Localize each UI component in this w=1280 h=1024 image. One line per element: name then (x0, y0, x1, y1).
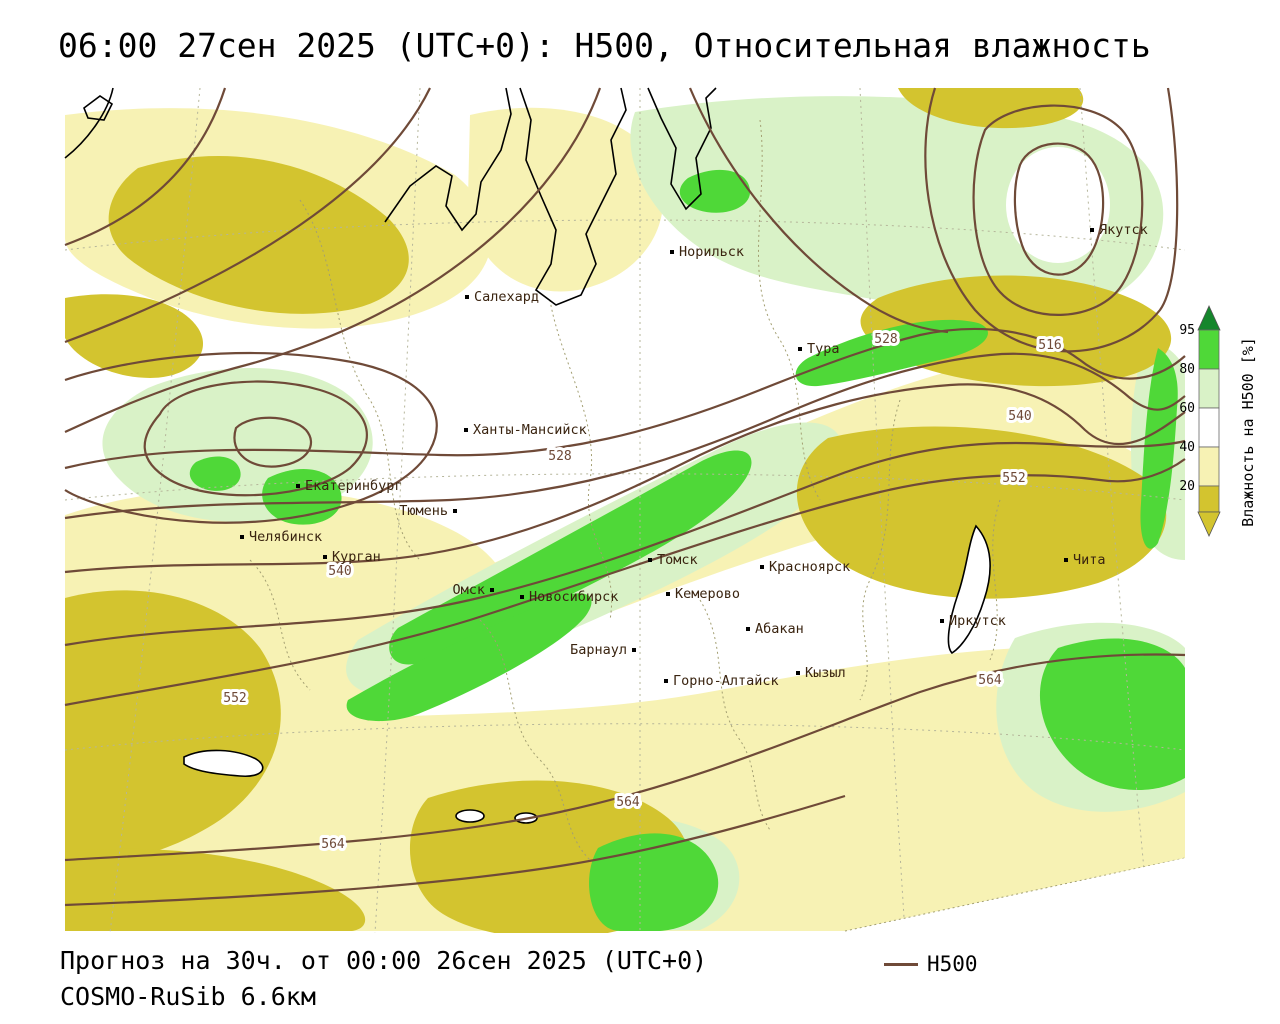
humidity-field (65, 88, 1185, 933)
city: Омск (452, 582, 494, 598)
city: Новосибирск (520, 589, 618, 605)
city-marker (746, 627, 750, 631)
lake-baikal (947, 524, 991, 655)
city-marker (465, 295, 469, 299)
city: Салехард (465, 289, 539, 305)
contour-label: 552 (1002, 471, 1025, 486)
city: Барнаул (570, 642, 636, 658)
city-marker (296, 484, 300, 488)
h500-contour-lines (64, 87, 1186, 907)
city: Тура (798, 341, 840, 357)
city: Челябинск (240, 529, 322, 545)
colorbar-tick: 60 (1179, 401, 1195, 416)
colorbar-title: Влажность на H500 [%] (1239, 337, 1257, 527)
city-label: Якутск (1099, 222, 1148, 238)
contour-label: 516 (1038, 338, 1061, 353)
h500-legend-label: H500 (927, 952, 978, 976)
city-label: Иркутск (949, 613, 1006, 629)
city-label: Горно-Алтайск (673, 673, 779, 689)
colorbar-arrow-up (1197, 305, 1221, 331)
contour-label: 540 (328, 564, 351, 579)
contour-label: 564 (978, 673, 1002, 688)
city-label: Тюмень (399, 503, 448, 519)
city-marker (1090, 228, 1094, 232)
city: Тюмень (399, 503, 457, 519)
city-label: Салехард (474, 289, 539, 305)
city: Ханты-Мансийск (464, 422, 587, 438)
forecast-info: Прогноз на 30ч. от 00:00 26сен 2025 (UTC… (60, 946, 708, 975)
city-label: Кызыл (805, 665, 846, 681)
city-marker (664, 679, 668, 683)
city-label: Ханты-Мансийск (473, 422, 587, 438)
model-info: COSMO-RuSib 6.6км (60, 982, 316, 1011)
city: Кызыл (796, 665, 846, 681)
city-marker (1064, 558, 1068, 562)
city-label: Челябинск (249, 529, 322, 545)
city-label: Омск (452, 582, 485, 598)
contour-label: 564 (321, 837, 345, 852)
contour-label: 564 (616, 795, 640, 810)
city: Курган (323, 549, 381, 565)
city: Абакан (746, 621, 804, 637)
city-marker (520, 595, 524, 599)
city-marker (796, 671, 800, 675)
h500-legend-line (884, 962, 918, 966)
city-label: Красноярск (769, 559, 850, 575)
city-label: Новосибирск (529, 589, 618, 605)
colorbar-arrow-down (1197, 511, 1221, 537)
city: Якутск (1090, 222, 1148, 238)
contour-labels: 528 516 540 552 528 540 552 564 564 564 (220, 329, 1064, 855)
city-marker (453, 509, 457, 513)
city-marker (670, 250, 674, 254)
h500-legend: H500 (884, 952, 978, 976)
colorbar-ticks: 95 80 60 40 20 (1179, 323, 1195, 494)
colorbar-tick: 20 (1179, 479, 1195, 494)
city-marker (323, 555, 327, 559)
city-label: Кемерово (675, 586, 740, 602)
city: Иркутск (940, 613, 1006, 629)
contour-label: 528 (874, 332, 897, 347)
city-marker (798, 347, 802, 351)
colorbar-tick: 80 (1179, 362, 1195, 377)
city: Кемерово (666, 586, 740, 602)
city-label: Тура (807, 341, 840, 357)
contour-label: 540 (1008, 409, 1031, 424)
city-label: Норильск (679, 244, 744, 260)
city-marker (632, 648, 636, 652)
city-marker (490, 588, 494, 592)
page-title: 06:00 27сен 2025 (UTC+0): H500, Относите… (58, 26, 1151, 65)
city: Норильск (670, 244, 744, 260)
colorbar-tick: 40 (1179, 440, 1195, 455)
lake-balkhash (183, 749, 264, 777)
colorbar-segments (1198, 329, 1220, 513)
city: Чита (1064, 552, 1106, 568)
contour-label: 552 (223, 691, 246, 706)
city-marker (666, 592, 670, 596)
colorbar-tick: 95 (1179, 323, 1195, 338)
city-label: Томск (657, 552, 698, 568)
coastlines (64, 87, 991, 824)
city-label: Барнаул (570, 642, 627, 658)
city: Екатеринбург (296, 478, 403, 494)
city-label: Курган (332, 549, 381, 565)
city-label: Чита (1073, 552, 1106, 568)
city-marker (240, 535, 244, 539)
city: Томск (648, 552, 698, 568)
city: Горно-Алтайск (664, 673, 779, 689)
city-marker (940, 619, 944, 623)
graticule-lines (65, 88, 1185, 933)
city-marker (760, 565, 764, 569)
contour-label: 528 (548, 449, 571, 464)
city: Красноярск (760, 559, 850, 575)
city-layer: Норильск Салехард Тура Якутск Ханты-Манс… (240, 222, 1148, 689)
city-label: Абакан (755, 621, 804, 637)
humidity-colorbar: 95 80 60 40 20 Влажность на H500 [%] (1179, 305, 1257, 537)
city-label: Екатеринбург (305, 478, 403, 494)
city-marker (648, 558, 652, 562)
city-marker (464, 428, 468, 432)
